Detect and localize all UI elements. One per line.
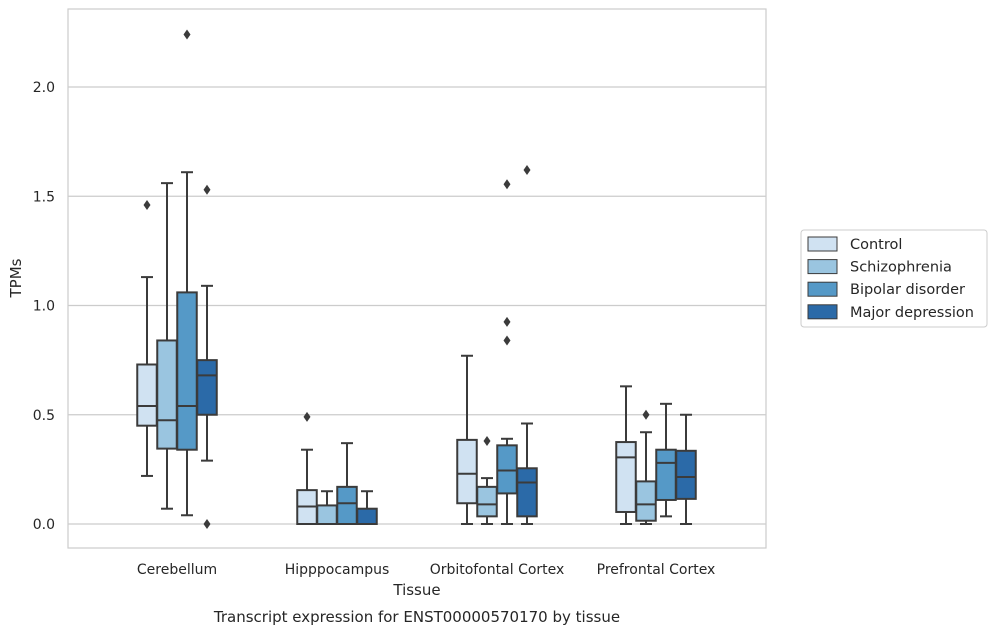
legend-swatch (807, 259, 838, 275)
outlier-point (503, 316, 511, 327)
chart-caption: Transcript expression for ENST0000057017… (213, 608, 620, 626)
boxes (136, 29, 697, 529)
iqr-box (655, 448, 677, 501)
y-tick-label: 1.5 (33, 189, 55, 205)
iqr-box (176, 291, 198, 451)
outlier-point (143, 199, 151, 210)
legend-swatch (807, 236, 838, 252)
x-tick-label: Hipppocampus (285, 562, 390, 578)
iqr-box (336, 485, 358, 526)
legend-label: Schizophrenia (850, 260, 952, 276)
outlier-point (483, 435, 491, 446)
legend: Control Schizophrenia Bipolar disorder Majo… (800, 229, 988, 328)
box-group (516, 165, 538, 525)
x-tick-label: Prefrontal Cortex (597, 562, 716, 578)
iqr-box (476, 485, 498, 518)
legend-label: Control (850, 237, 902, 253)
box-group (336, 442, 358, 526)
iqr-box (196, 359, 218, 416)
outlier-point (503, 335, 511, 346)
y-tick-label: 1.0 (33, 299, 55, 315)
box-group (615, 385, 637, 525)
box-group (356, 490, 378, 525)
y-axis-ticks: 0.0 0.5 1.0 1.5 2.0 (33, 80, 55, 533)
x-axis-ticks: Cerebellum Hipppocampus Orbitofontal Corte… (137, 562, 715, 578)
iqr-box (615, 441, 637, 513)
iqr-box (156, 339, 178, 450)
plot-background (67, 8, 767, 549)
x-tick-label: Orbitofontal Cortex (430, 562, 565, 578)
legend-swatch (807, 281, 838, 297)
legend-label: Major depression (850, 305, 974, 321)
box-group (655, 402, 677, 518)
outlier-point (503, 179, 511, 190)
outlier-point (303, 411, 311, 422)
x-axis-title: Tissue (392, 581, 440, 599)
iqr-box (675, 449, 697, 500)
box-group (675, 413, 697, 525)
outlier-point (523, 165, 531, 176)
iqr-box (496, 444, 518, 495)
legend-label: Bipolar disorder (850, 282, 965, 298)
outlier-point (203, 184, 211, 195)
iqr-box (516, 467, 538, 518)
iqr-box (356, 507, 378, 525)
x-tick-label: Cerebellum (137, 562, 217, 578)
box-group (635, 409, 657, 525)
y-tick-label: 2.0 (33, 80, 55, 96)
iqr-box (316, 504, 338, 525)
outlier-point (203, 519, 211, 529)
iqr-box (456, 438, 478, 505)
legend-swatch (807, 304, 838, 320)
outlier-point (183, 29, 191, 40)
outlier-point (642, 409, 650, 420)
box-group (156, 182, 178, 510)
legend-frame (800, 229, 988, 328)
box-group (456, 354, 478, 525)
box-group (476, 435, 498, 525)
y-tick-label: 0.0 (33, 517, 55, 533)
iqr-box (136, 363, 158, 427)
y-axis-title: TPMs (7, 258, 25, 298)
y-tick-label: 0.5 (33, 408, 55, 424)
box-group (196, 184, 218, 529)
box-group (496, 179, 518, 525)
iqr-box (635, 480, 657, 522)
box-group (136, 199, 158, 477)
